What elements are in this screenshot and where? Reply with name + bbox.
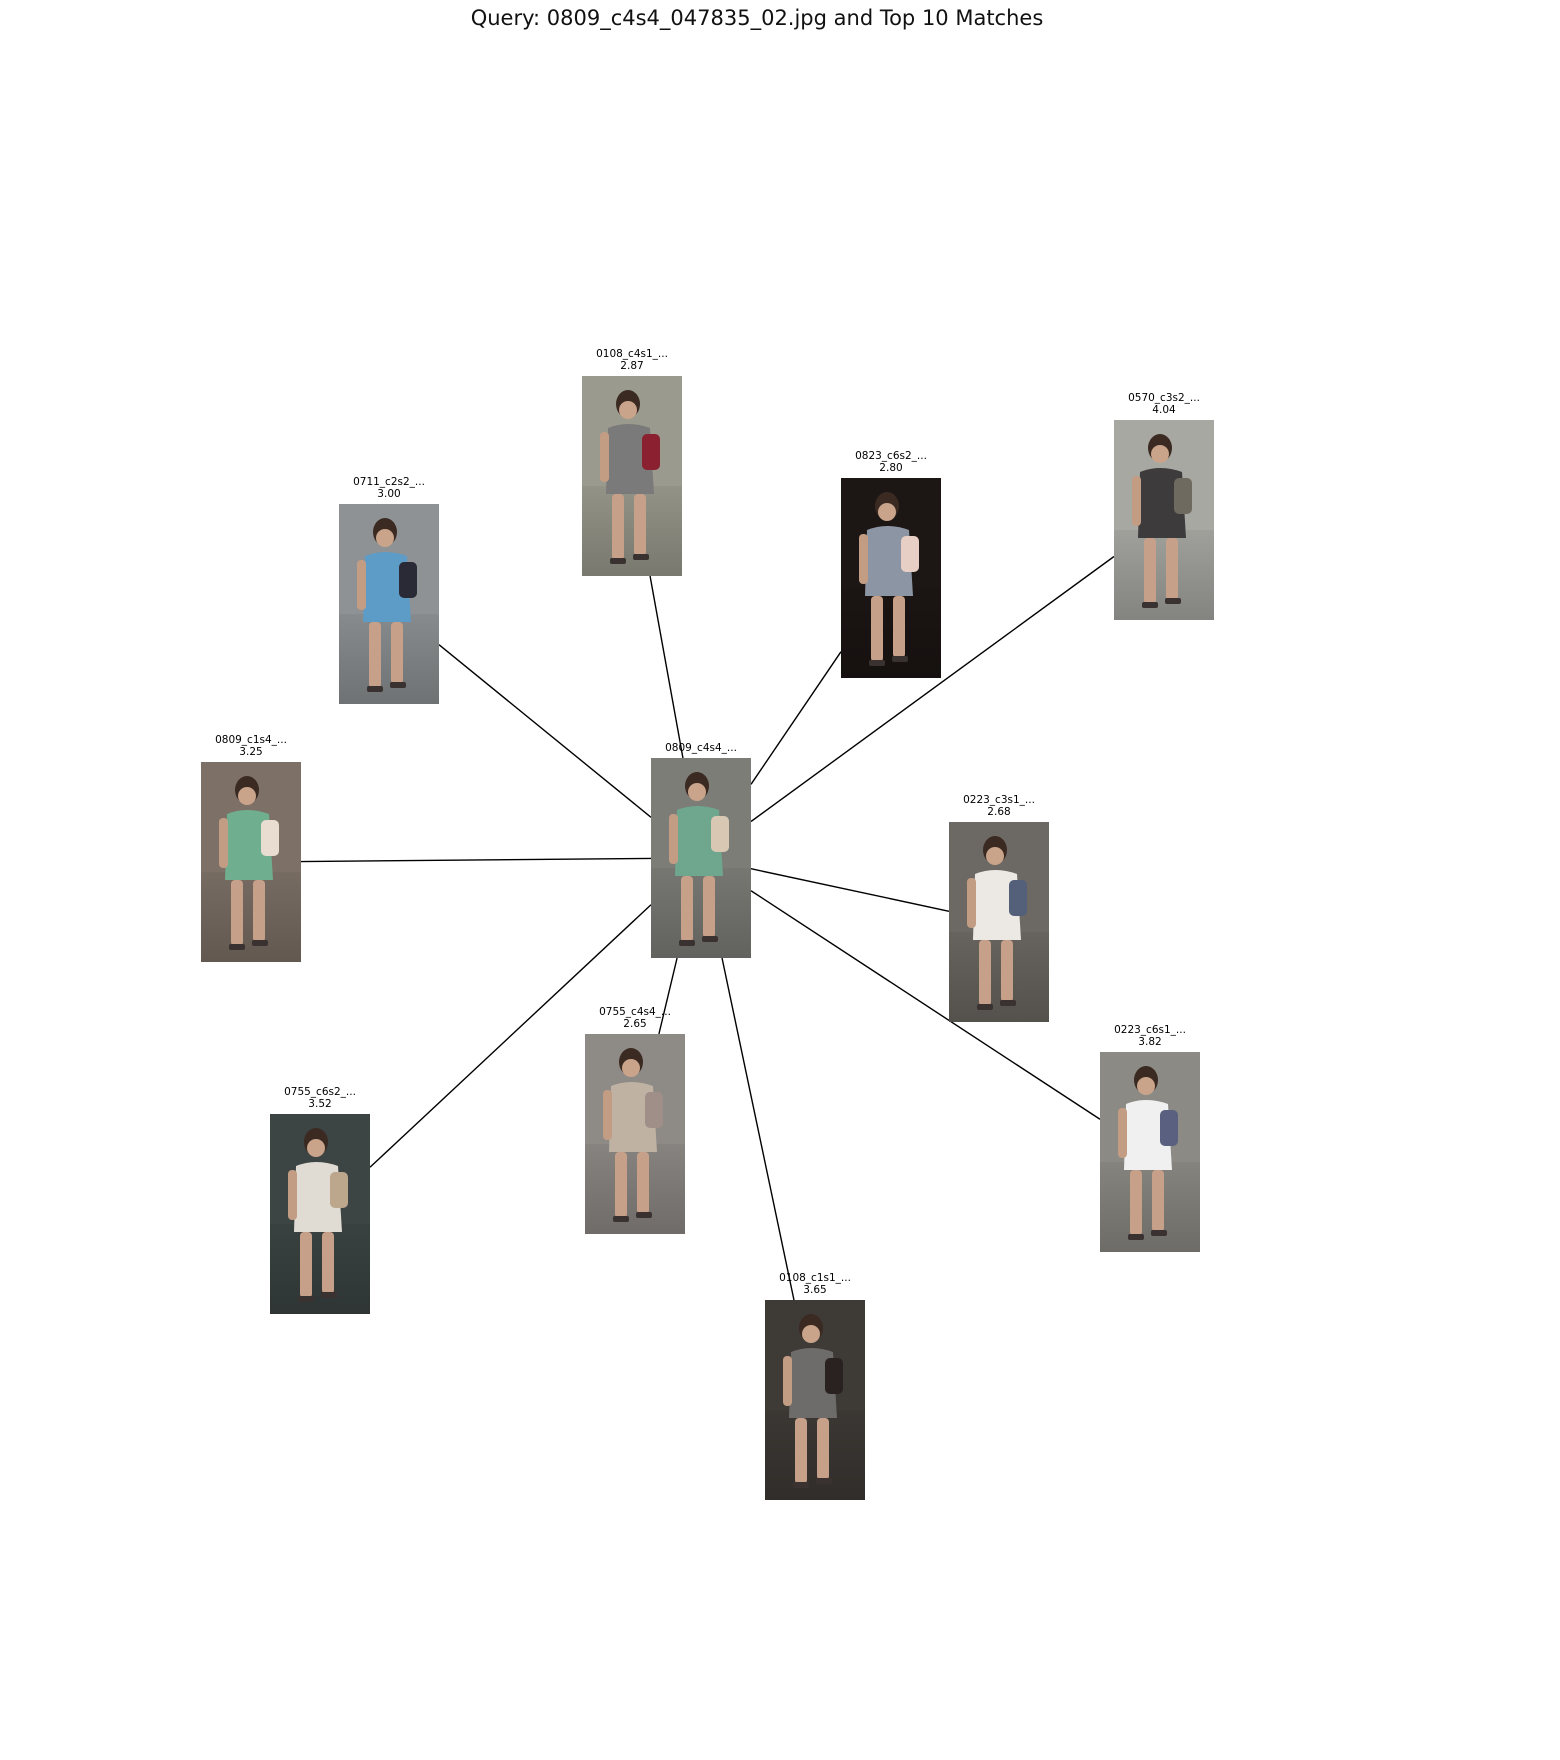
match-label: 0823_c6s2_... xyxy=(855,450,927,462)
match-label: 0755_c6s2_... xyxy=(284,1086,356,1098)
match-edge xyxy=(750,555,1115,823)
match-score: 2.87 xyxy=(620,360,643,372)
match-image xyxy=(1114,420,1214,620)
match-edge xyxy=(750,651,842,785)
match-score: 3.65 xyxy=(803,1284,826,1296)
figure-title: Query: 0809_c4s4_047835_02.jpg and Top 1… xyxy=(470,6,1044,30)
match-score: 3.82 xyxy=(1138,1036,1161,1048)
match-score: 2.80 xyxy=(879,462,902,474)
match-label: 0108_c4s1_... xyxy=(596,348,668,360)
match-edge xyxy=(721,957,795,1301)
match-score: 3.52 xyxy=(308,1098,331,1110)
match-edge xyxy=(750,890,1101,1120)
match-edge xyxy=(369,904,652,1168)
match-edge xyxy=(658,957,678,1035)
match-image xyxy=(585,1034,685,1234)
match-image xyxy=(339,504,439,704)
match-label: 0223_c3s1_... xyxy=(963,794,1035,806)
match-score: 3.00 xyxy=(377,488,400,500)
match-edge xyxy=(300,857,652,863)
match-label: 0108_c1s1_... xyxy=(779,1272,851,1284)
query-image xyxy=(651,758,751,958)
match-label: 0223_c6s1_... xyxy=(1114,1024,1186,1036)
match-label: 0711_c2s2_... xyxy=(353,476,425,488)
match-edge xyxy=(649,575,684,759)
match-score: 4.04 xyxy=(1152,404,1176,416)
match-image xyxy=(582,376,682,576)
match-label: 0755_c4s4_... xyxy=(599,1006,671,1018)
query-label: 0809_c4s4_... xyxy=(665,742,737,754)
match-image xyxy=(1100,1052,1200,1252)
match-image xyxy=(949,822,1049,1022)
match-image xyxy=(765,1300,865,1500)
match-image xyxy=(270,1114,370,1314)
match-label: 0570_c3s2_... xyxy=(1128,392,1200,404)
match-label: 0809_c1s4_... xyxy=(215,734,287,746)
match-score: 2.65 xyxy=(623,1018,646,1030)
match-score: 3.25 xyxy=(239,746,262,758)
match-score: 2.68 xyxy=(987,806,1010,818)
match-image xyxy=(201,762,301,962)
match-image xyxy=(841,478,941,678)
match-edge xyxy=(750,868,950,912)
match-edge xyxy=(438,644,652,818)
